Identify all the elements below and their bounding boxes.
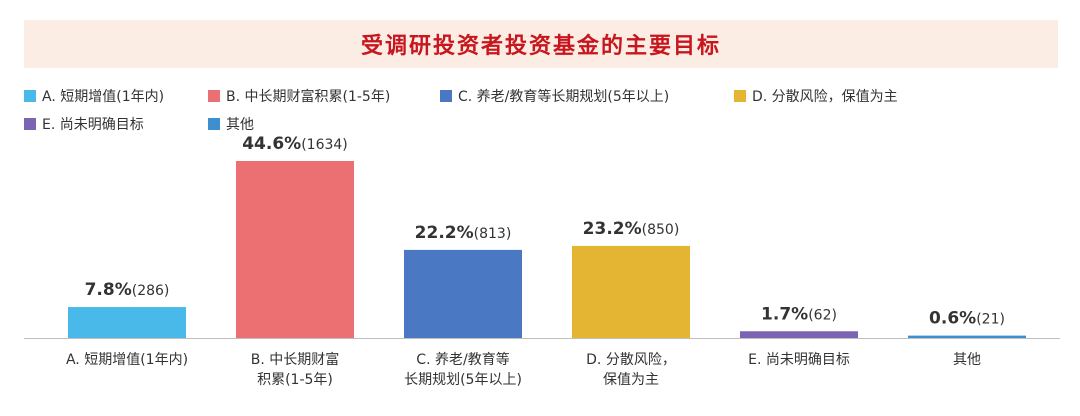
legend-row-2: E. 尚未明确目标 其他 [24, 110, 1064, 138]
category-label-f-1: 其他 [953, 352, 981, 368]
title-band: 受调研投资者投资基金的主要目标 [24, 20, 1058, 68]
bar-e [740, 331, 858, 338]
legend-row-1: A. 短期增值(1年内) B. 中长期财富积累(1-5年) C. 养老/教育等长… [24, 82, 1064, 110]
legend-item-b: B. 中长期财富积累(1-5年) [208, 86, 440, 106]
chart-title: 受调研投资者投资基金的主要目标 [360, 34, 721, 59]
legend-swatch-e [24, 118, 36, 130]
legend-swatch-c [440, 90, 452, 102]
data-label-a: 7.8%(286) [85, 280, 170, 300]
legend-label-b: B. 中长期财富积累(1-5年) [226, 89, 391, 105]
legend-label-c: C. 养老/教育等长期规划(5年以上) [458, 89, 670, 105]
legend-swatch-f [208, 118, 220, 130]
category-label-d-1: D. 分散风险， [586, 352, 676, 368]
data-label-percent-f: 0.6% [929, 309, 976, 329]
category-label-e-1: E. 尚未明确目标 [748, 352, 850, 368]
legend-label-e: E. 尚未明确目标 [42, 117, 144, 133]
data-label-percent-b: 44.6% [242, 134, 301, 154]
data-label-percent-d: 23.2% [583, 219, 642, 239]
data-label-count-c: (813) [474, 226, 512, 242]
bar-d [572, 245, 690, 338]
data-label-c: 22.2%(813) [415, 223, 512, 243]
legend-item-a: A. 短期增值(1年内) [24, 86, 208, 106]
category-label-c-1: C. 养老/教育等 [416, 351, 509, 368]
legend-label-f: 其他 [226, 117, 254, 133]
data-label-percent-c: 22.2% [415, 223, 474, 243]
data-label-count-d: (850) [642, 222, 680, 238]
bar-a [68, 307, 186, 338]
data-label-count-f: (21) [976, 312, 1005, 328]
data-label-percent-e: 1.7% [761, 304, 808, 324]
legend: A. 短期增值(1年内) B. 中长期财富积累(1-5年) C. 养老/教育等长… [24, 82, 1064, 138]
data-label-percent-a: 7.8% [85, 280, 132, 300]
bar-c [404, 249, 522, 338]
legend-item-c: C. 养老/教育等长期规划(5年以上) [440, 86, 734, 106]
bar-f [908, 335, 1026, 338]
legend-item-f: 其他 [208, 114, 254, 134]
category-label-b-2: 积累(1-5年) [257, 372, 333, 388]
category-label-d-2: 保值为主 [603, 372, 659, 388]
legend-label-a: A. 短期增值(1年内) [42, 89, 165, 105]
legend-swatch-b [208, 90, 220, 102]
legend-item-d: D. 分散风险，保值为主 [734, 86, 898, 106]
legend-item-e: E. 尚未明确目标 [24, 114, 208, 134]
data-label-count-a: (286) [132, 283, 170, 299]
category-label-c-2: 长期规划(5年以上) [404, 372, 522, 388]
data-label-f: 0.6%(21) [929, 309, 1005, 329]
data-label-e: 1.7%(62) [761, 304, 837, 324]
legend-swatch-d [734, 90, 746, 102]
bar-b [236, 161, 354, 338]
legend-label-d: D. 分散风险，保值为主 [752, 89, 898, 105]
category-label-a-1: A. 短期增值(1年内) [66, 352, 188, 368]
legend-swatch-a [24, 90, 36, 102]
data-label-count-b: (1634) [301, 137, 348, 153]
data-label-b: 44.6%(1634) [242, 134, 348, 154]
category-label-b-1: B. 中长期财富 [251, 351, 340, 368]
data-label-d: 23.2%(850) [583, 219, 680, 239]
data-label-count-e: (62) [808, 307, 837, 323]
